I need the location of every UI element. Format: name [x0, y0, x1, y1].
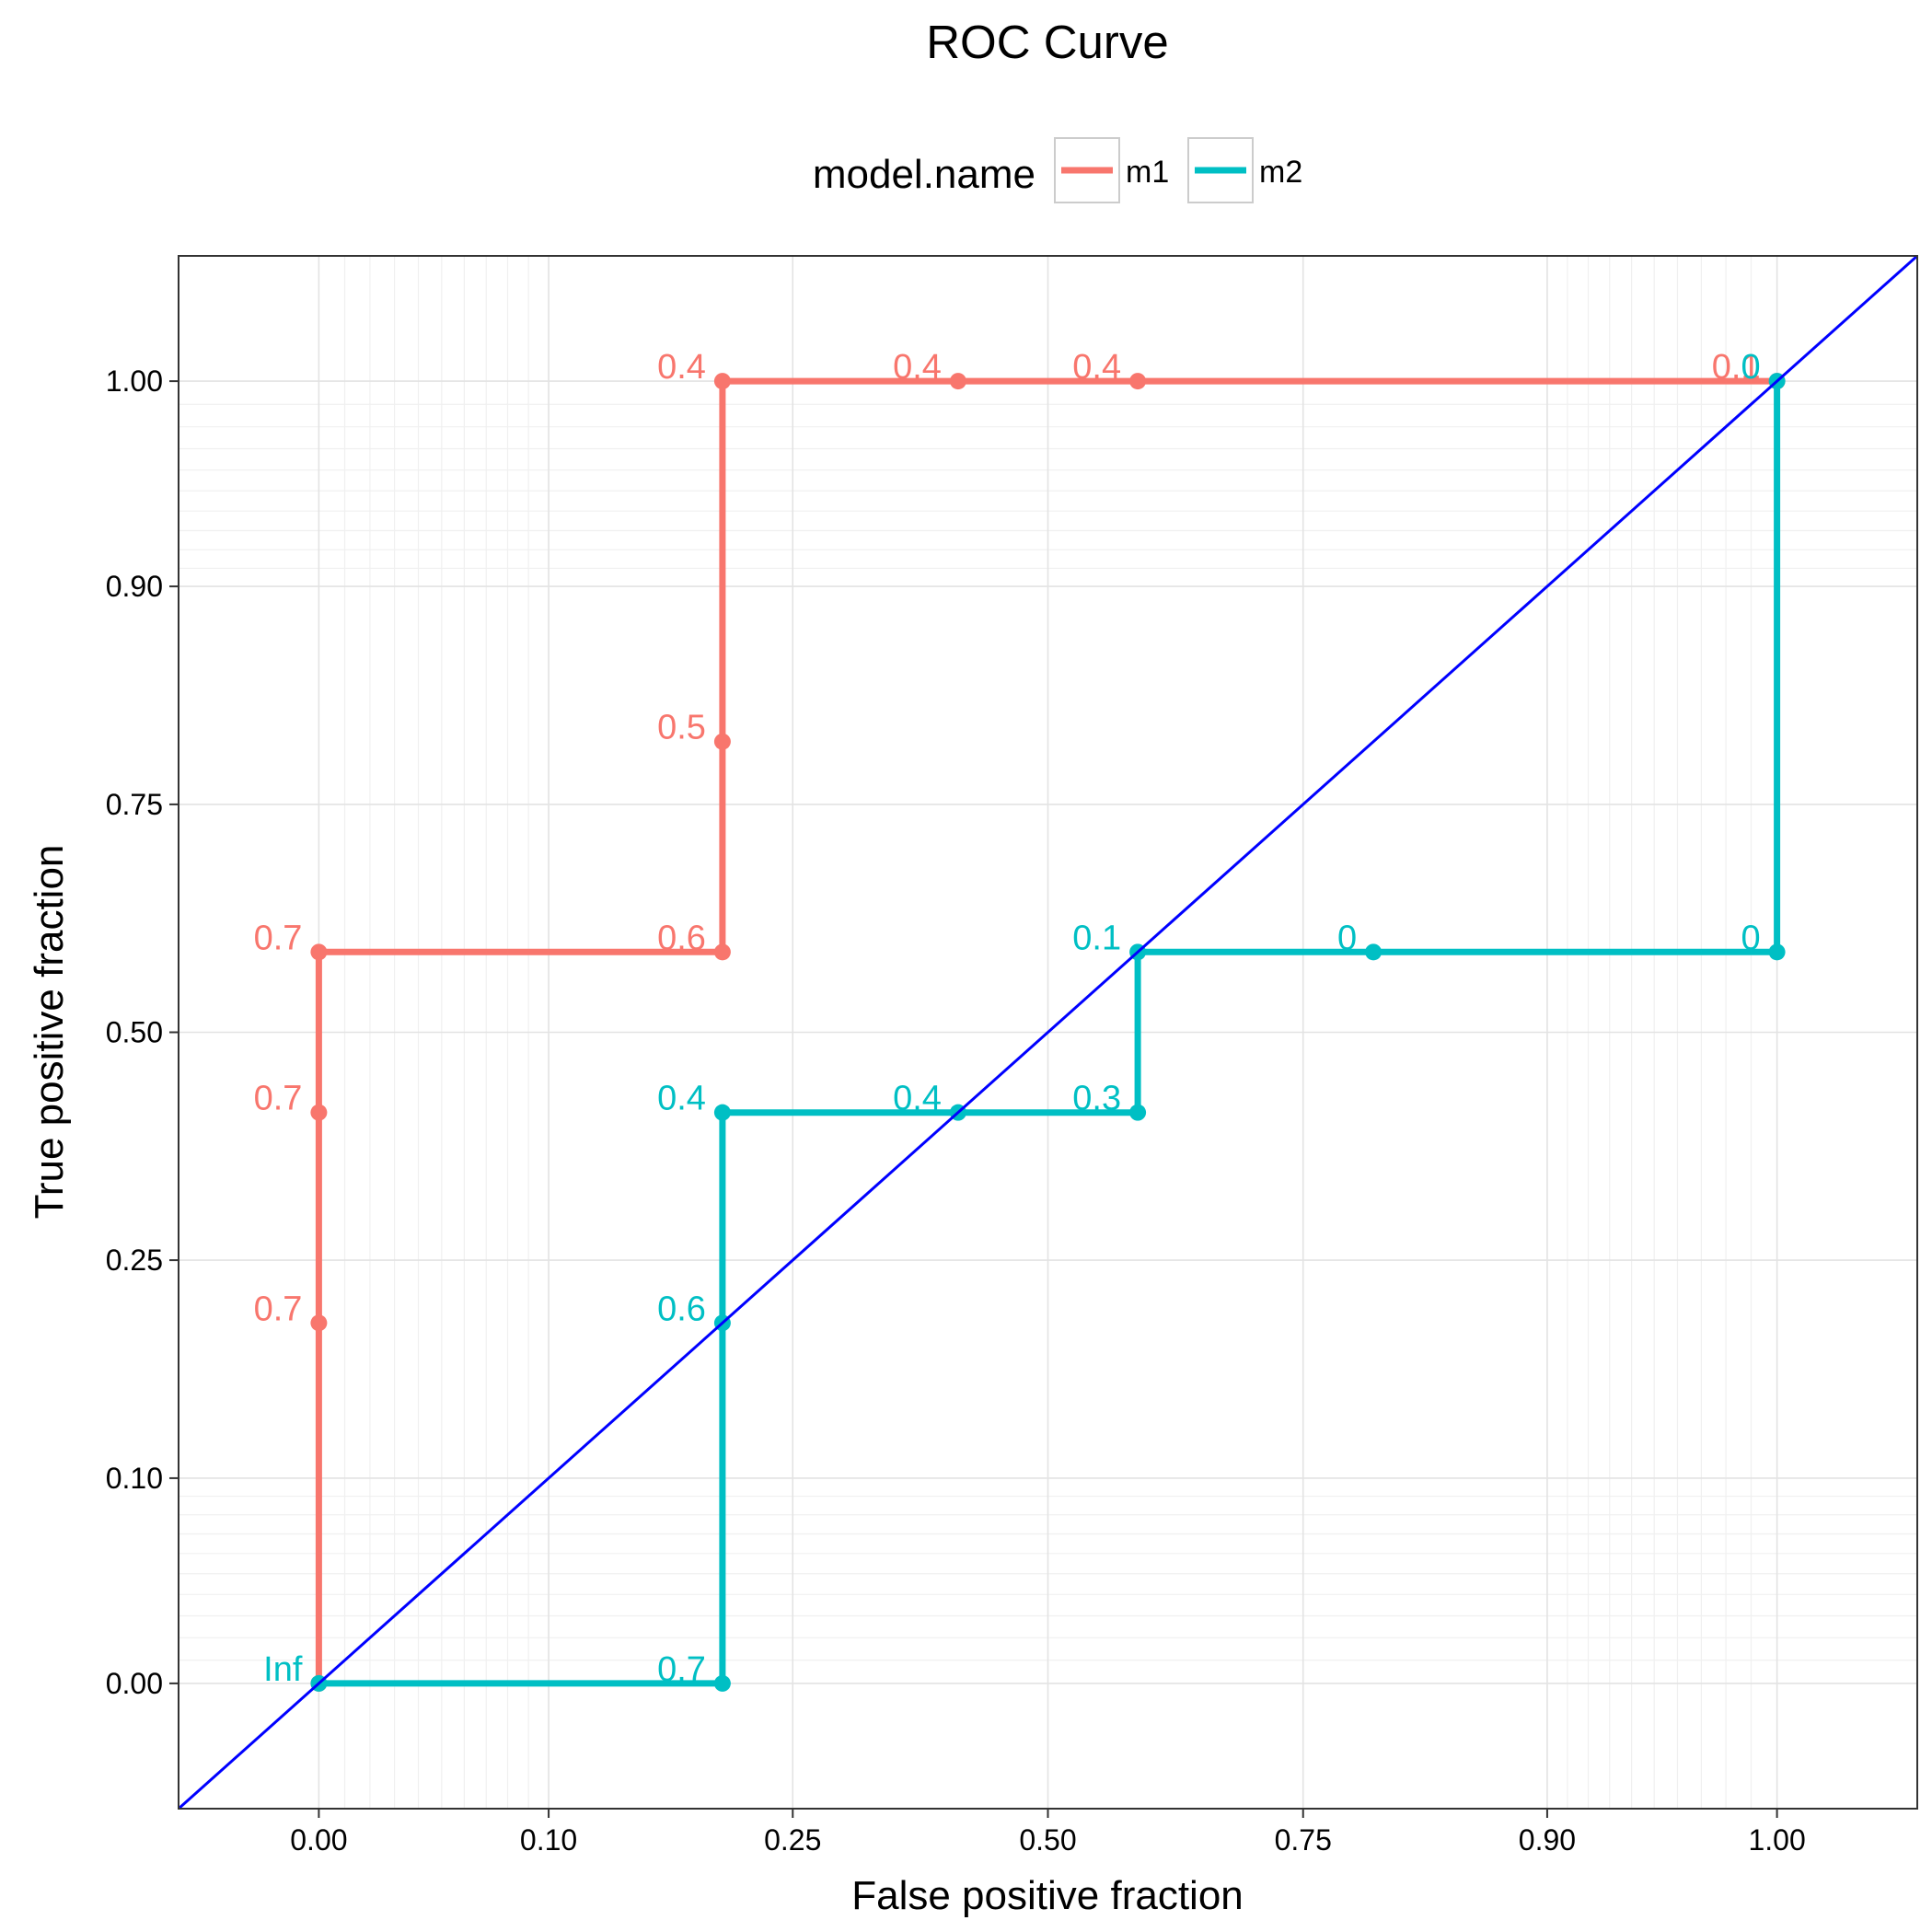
data-point-m1: [713, 373, 731, 390]
point-label-m1: 0.7: [254, 1290, 303, 1328]
y-tick-label: 0.75: [106, 788, 163, 821]
y-tick-label: 0.10: [106, 1462, 163, 1495]
point-label-m2: 0.7: [657, 1650, 706, 1689]
point-label-m2: 0: [1741, 348, 1760, 387]
x-tick-label: 0.75: [1275, 1823, 1332, 1857]
reference-diagonal-line: [178, 254, 1918, 1811]
point-label-m1: 0.4: [893, 348, 942, 387]
y-tick-label: 1.00: [106, 364, 163, 398]
data-point-m2: [713, 1674, 731, 1692]
data-point-m2: [1768, 943, 1786, 961]
y-tick-label: 0.90: [106, 570, 163, 603]
series-line-m1: [315, 377, 1777, 1683]
point-label-m1: 0.6: [657, 919, 706, 957]
reference-layer: [178, 254, 1918, 1811]
data-point-m1: [713, 943, 731, 961]
data-point-m2: [713, 1104, 731, 1121]
x-axis-title: False positive fraction: [851, 1873, 1244, 1918]
x-tick-label: 0.10: [520, 1823, 577, 1857]
y-tick-label: 0.25: [106, 1244, 163, 1277]
y-tick-label: 0.50: [106, 1016, 163, 1049]
point-label-m2: 0: [1337, 919, 1357, 957]
y-axis-title: True positive fraction: [27, 845, 72, 1220]
point-label-m1: 0.5: [657, 709, 706, 747]
point-label-m2: 0.3: [1072, 1080, 1121, 1118]
point-label-m2: 0.6: [657, 1290, 706, 1328]
data-point-m1: [310, 1104, 328, 1121]
x-tick-label: 0.90: [1519, 1823, 1576, 1857]
legend-label-m1: m1: [1126, 155, 1169, 190]
x-tick-label: 0.50: [1019, 1823, 1076, 1857]
point-label-m2: 0.1: [1072, 919, 1121, 957]
point-label-m1: 0.4: [1072, 348, 1121, 387]
point-label-m2: 0.4: [657, 1080, 706, 1118]
series-layer: [310, 373, 1786, 1692]
point-label-m2: Inf: [263, 1650, 303, 1689]
legend: model.name m1 m2: [813, 137, 1302, 203]
data-point-m1: [310, 1314, 328, 1332]
point-label-m2: 0.4: [893, 1080, 942, 1118]
legend-title: model.name: [813, 152, 1035, 197]
legend-label-m2: m2: [1259, 155, 1302, 190]
point-label-m1: 0.7: [254, 919, 303, 957]
point-label-m1: 0.4: [657, 348, 706, 387]
data-point-m2: [1129, 1104, 1147, 1121]
data-point-m1: [1129, 373, 1147, 390]
x-tick-label: 0.25: [764, 1823, 821, 1857]
data-point-m1: [310, 943, 328, 961]
chart-title: ROC Curve: [926, 16, 1169, 68]
x-tick-label: 1.00: [1748, 1823, 1805, 1857]
x-tick-label: 0.00: [290, 1823, 347, 1857]
point-labels-layer: 0.7 0.7 0.7 0.6 0.5 0.4 0.4 0.4 0.1 Inf 0.7 0.6 0.4 0…: [254, 348, 1761, 1689]
data-point-m2: [1365, 943, 1382, 961]
y-axis: 0.00 0.10 0.25 0.50 0.75 0.90 1.00: [106, 364, 179, 1700]
plot-panel: 0.7 0.7 0.7 0.6 0.5 0.4 0.4 0.4 0.1 Inf 0.7 0.6 0.4 0…: [178, 254, 1918, 1811]
y-tick-label: 0.00: [106, 1667, 163, 1700]
data-point-m1: [713, 733, 731, 750]
point-label-m2: 0: [1741, 919, 1760, 957]
series-line-m2: [318, 381, 1781, 1687]
data-point-m1: [949, 373, 966, 390]
x-axis: 0.00 0.10 0.25 0.50 0.75 0.90 1.00: [290, 1809, 1806, 1857]
point-label-m1: 0.1: [1712, 348, 1761, 387]
point-label-m1: 0.7: [254, 1080, 303, 1118]
